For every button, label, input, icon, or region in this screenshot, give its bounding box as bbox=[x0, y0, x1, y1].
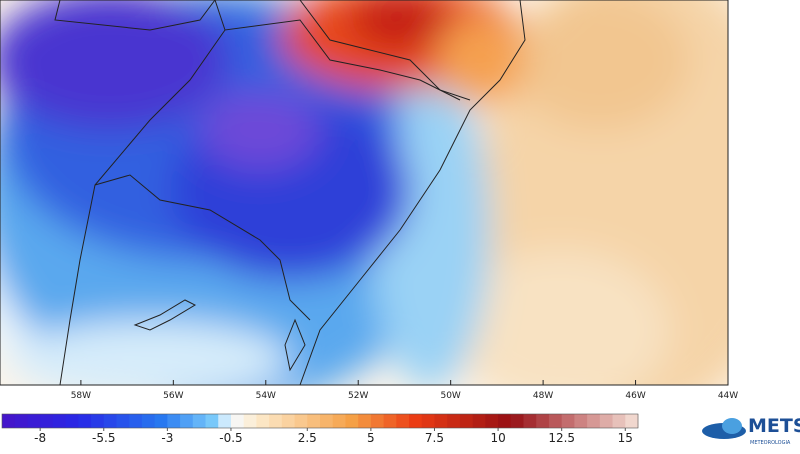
colorbar-band bbox=[345, 414, 359, 428]
tick-label: 48W bbox=[533, 391, 553, 401]
colorbar-band bbox=[421, 414, 435, 428]
colorbar-label: 2.5 bbox=[298, 431, 317, 445]
tick-label: 50W bbox=[440, 391, 460, 401]
colorbar-label: -5.5 bbox=[92, 431, 115, 445]
logo-name: METSUL bbox=[748, 415, 800, 437]
colorbar-band bbox=[472, 414, 486, 428]
colorbar-label: -8 bbox=[34, 431, 46, 445]
colorbar-band bbox=[192, 414, 207, 428]
colorbar-label: -0.5 bbox=[219, 431, 242, 445]
colorbar-label: 12.5 bbox=[548, 431, 575, 445]
colorbar-band bbox=[320, 414, 334, 428]
colorbar-band bbox=[332, 414, 346, 428]
colorbar-band bbox=[383, 414, 397, 428]
colorbar-band bbox=[167, 414, 181, 428]
colorbar-band bbox=[510, 414, 525, 428]
colorbar-band bbox=[485, 414, 499, 428]
colorbar-frame bbox=[1, 413, 639, 429]
colorbar-band bbox=[129, 414, 143, 428]
colorbar-band bbox=[52, 414, 67, 428]
colorbar-band bbox=[218, 414, 232, 428]
temperature-field bbox=[0, 0, 728, 385]
tick-label: 52W bbox=[348, 391, 368, 401]
colorbar-label: 5 bbox=[367, 431, 375, 445]
colorbar-band bbox=[358, 414, 372, 428]
colorbar-band bbox=[294, 414, 308, 428]
tick-label: 44W bbox=[718, 391, 738, 401]
colorbar-band bbox=[536, 414, 550, 428]
colorbar-label: 15 bbox=[618, 431, 633, 445]
colorbar-band bbox=[447, 414, 461, 428]
colorbar-band bbox=[154, 414, 168, 428]
colorbar-band bbox=[409, 414, 423, 428]
colorbar-band bbox=[574, 414, 588, 428]
colorbar-band bbox=[396, 414, 410, 428]
logo: METSUL METEOROLOGIA bbox=[702, 415, 800, 446]
colorbar-band bbox=[78, 414, 92, 428]
colorbar-band bbox=[307, 414, 321, 428]
colorbar-band bbox=[2, 414, 16, 428]
colorbar-label: 10 bbox=[490, 431, 505, 445]
longitude-axis: 58W 56W 54W 52W 50W 48W 46W 44W bbox=[71, 380, 738, 401]
colorbar-band bbox=[243, 414, 257, 428]
colorbar-band bbox=[205, 414, 219, 428]
logo-tagline: METEOROLOGIA bbox=[750, 440, 791, 446]
colorbar-band bbox=[103, 414, 117, 428]
colorbar-label: -3 bbox=[161, 431, 173, 445]
colorbar-band bbox=[14, 414, 28, 428]
tick-label: 54W bbox=[256, 391, 276, 401]
colorbar-band bbox=[256, 414, 270, 428]
colorbar-band bbox=[40, 414, 54, 428]
tick-label: 46W bbox=[625, 391, 645, 401]
colorbar-label: 7.5 bbox=[425, 431, 444, 445]
colorbar-band bbox=[561, 414, 575, 428]
colorbar-band bbox=[625, 414, 639, 428]
colorbar-band bbox=[523, 414, 537, 428]
colorbar-band bbox=[65, 414, 79, 428]
colorbar-band bbox=[459, 414, 474, 428]
colorbar-band bbox=[434, 414, 448, 428]
colorbar-band bbox=[91, 414, 105, 428]
colorbar-band bbox=[116, 414, 130, 428]
colorbar-band bbox=[281, 414, 296, 428]
tick-label: 56W bbox=[163, 391, 183, 401]
colorbar-band bbox=[27, 414, 41, 428]
colorbar-band bbox=[269, 414, 283, 428]
map-frame bbox=[0, 0, 729, 386]
colorbar-band bbox=[498, 414, 512, 428]
colorbar: -8 -5.5 -3 -0.5 2.5 5 7.5 10 12.5 15 bbox=[1, 413, 639, 445]
colorbar-band bbox=[230, 414, 245, 428]
coastlines bbox=[54, 0, 526, 385]
colorbar-band bbox=[180, 414, 194, 428]
colorbar-band bbox=[141, 414, 156, 428]
colorbar-band bbox=[587, 414, 601, 428]
colorbar-band bbox=[548, 414, 563, 428]
tick-label: 58W bbox=[71, 391, 91, 401]
logo-mark bbox=[722, 418, 742, 434]
colorbar-band bbox=[370, 414, 385, 428]
colorbar-band bbox=[612, 414, 626, 428]
colorbar-band bbox=[599, 414, 614, 428]
